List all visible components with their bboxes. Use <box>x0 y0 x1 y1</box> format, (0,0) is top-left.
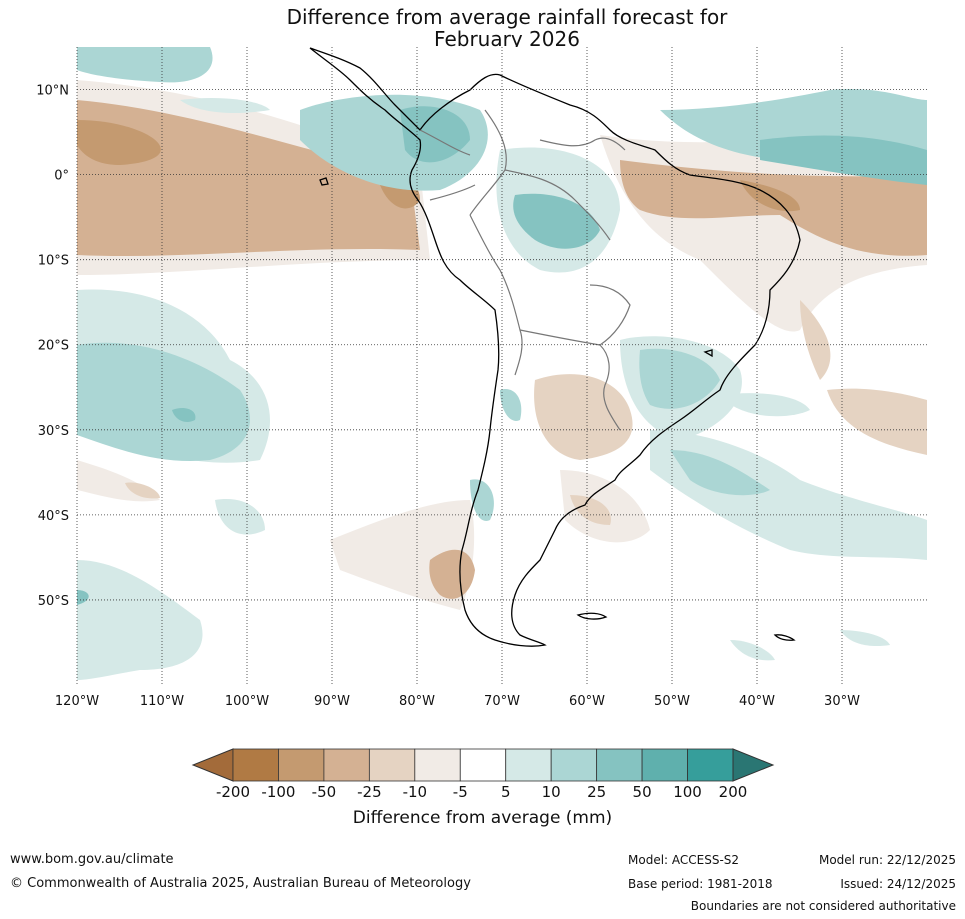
colorbar-tick-label: 5 <box>500 783 511 801</box>
colorbar-box <box>596 748 643 782</box>
country-borders <box>419 109 631 431</box>
colorbar-box <box>641 748 688 782</box>
colorbar-tick-label: 50 <box>632 783 652 801</box>
colorbar-box <box>323 748 370 782</box>
colorbar-label: Difference from average (mm) <box>352 808 613 828</box>
longitude-label: 50°W <box>654 694 690 709</box>
latitude-labels: 10°N 0° 10°S 20°S 30°S 40°S 50°S <box>36 84 69 609</box>
longitude-label: 120°W <box>55 694 99 709</box>
colorbar-tick-label: 100 <box>673 783 702 801</box>
colorbar-box <box>505 748 552 782</box>
longitude-label: 30°W <box>824 694 860 709</box>
colorbar <box>191 748 775 782</box>
latitude-label: 0° <box>54 169 69 184</box>
footer-url[interactable]: www.bom.gov.au/climate <box>10 852 174 867</box>
longitude-label: 80°W <box>399 694 435 709</box>
colorbar-box <box>687 748 734 782</box>
footer-copyright: © Commonwealth of Australia 2025, Austra… <box>10 876 471 891</box>
colorbar-box <box>459 748 507 782</box>
colorbar-tick-label: -25 <box>357 783 382 801</box>
colorbar-box <box>368 748 416 782</box>
colorbar-tick-label: -5 <box>452 783 468 801</box>
colorbar-box <box>550 748 598 782</box>
colorbar-tick-label: -10 <box>402 783 428 801</box>
colorbar-tick-label: -200 <box>215 783 251 801</box>
colorbar-box <box>278 748 325 782</box>
colorbar-tick-label: 10 <box>541 783 561 801</box>
footer-model-run: Model run: 22/12/2025 <box>818 853 956 867</box>
colorbar-tick-label: 200 <box>718 783 748 801</box>
footer-issued: Issued: 24/12/2025 <box>840 877 956 891</box>
longitude-label: 40°W <box>739 694 775 709</box>
footer-disclaimer: Boundaries are not considered authoritat… <box>690 899 956 913</box>
longitude-label: 100°W <box>225 694 269 709</box>
longitude-labels: 120°W 110°W 100°W 90°W 80°W 70°W 60°W 50°W 40°W 3… <box>55 694 860 709</box>
colorbar-extend-high <box>732 748 775 782</box>
colorbar-tick-label: -100 <box>261 783 296 801</box>
graticule <box>76 47 927 685</box>
latitude-label: 50°S <box>38 594 69 609</box>
map-title-line1: Difference from average rainfall forecas… <box>286 5 728 29</box>
longitude-label: 60°W <box>569 694 605 709</box>
colorbar-extend-low <box>191 748 234 782</box>
latitude-label: 10°S <box>38 254 69 269</box>
coastline <box>309 47 801 647</box>
map-title-line2: February 2026 <box>434 27 580 51</box>
footer-model: Model: ACCESS-S2 <box>628 853 740 867</box>
colorbar-box <box>232 748 279 782</box>
footer-base-period: Base period: 1981-2018 <box>628 877 773 891</box>
latitude-label: 30°S <box>38 424 69 439</box>
longitude-label: 70°W <box>484 694 520 709</box>
colorbar-box <box>414 748 461 782</box>
longitude-label: 90°W <box>314 694 350 709</box>
longitude-label: 110°W <box>140 694 184 709</box>
colorbar-tick-label: -50 <box>311 783 337 801</box>
latitude-label: 40°S <box>38 509 69 524</box>
colorbar-tick-label: 25 <box>587 783 607 801</box>
latitude-label: 10°N <box>36 84 69 99</box>
latitude-label: 20°S <box>38 339 69 354</box>
